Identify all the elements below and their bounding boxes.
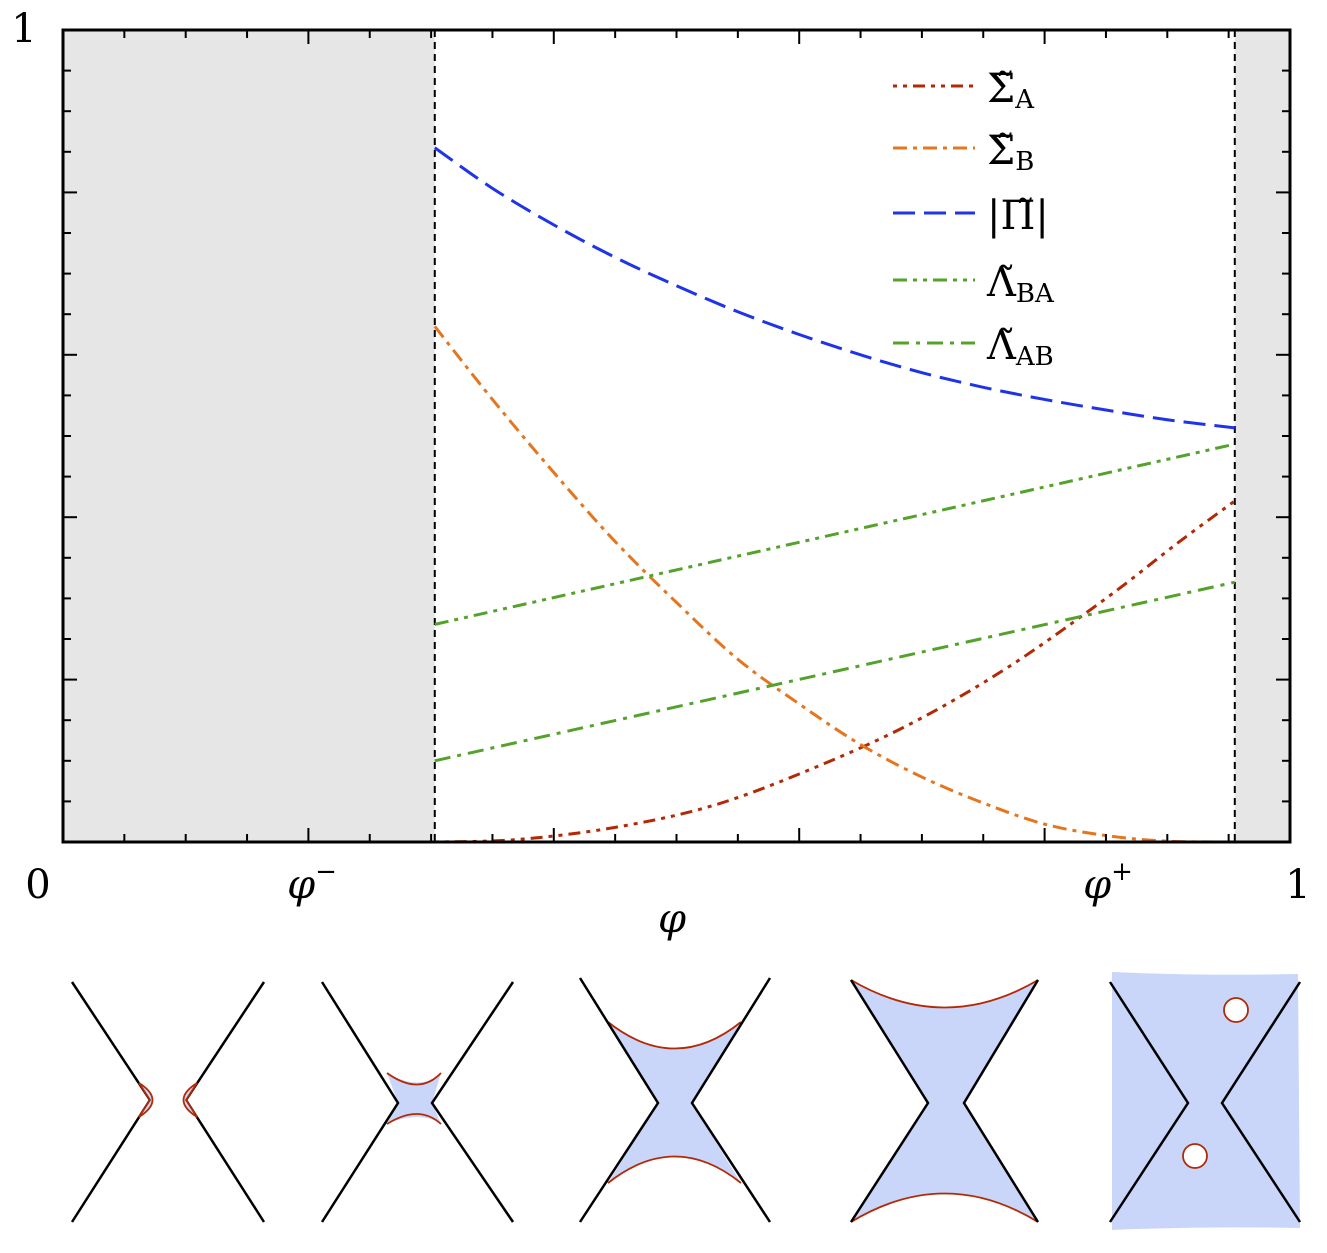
legend-label-pi: |Π̃|	[987, 193, 1049, 239]
legend-entry-lambda-ab: Λ̃AB	[893, 323, 1054, 372]
x-axis-label: φ	[658, 896, 686, 942]
line-chart: 1 0 φ− φ+ 1 φ Σ̃A Σ̃B |Π̃| Λ̃BA	[11, 6, 1310, 942]
series-line-lambdaAB	[434, 580, 1236, 763]
wetting-schematics	[70, 972, 1302, 1230]
phase-boundary-lines	[433, 30, 1236, 842]
schematic-3-right-wall	[690, 977, 772, 1223]
legend-entry-pi: |Π̃|	[893, 193, 1049, 239]
schematic-1-left-droplet	[138, 1082, 154, 1118]
schematic-4-top-meniscus	[850, 979, 1039, 1009]
schematic-3-liquid	[608, 1022, 741, 1183]
schematic-1	[70, 981, 266, 1223]
schematic-2-right-wall	[430, 981, 515, 1223]
schematic-3-bottom-meniscus	[607, 1155, 742, 1184]
schematic-2-left-wall	[320, 981, 400, 1223]
schematic-4-right-wall	[962, 979, 1040, 1223]
series-line-sigmaA	[434, 499, 1236, 842]
schematic-4	[849, 979, 1040, 1223]
schematic-5-liquid	[1112, 972, 1300, 1230]
legend-label-lambda-ba: Λ̃BA	[986, 260, 1055, 309]
schematic-3	[578, 977, 772, 1223]
series-lines	[433, 146, 1236, 842]
tick-marks	[63, 30, 1290, 842]
legend-entry-sigma-a: Σ̃A	[893, 66, 1035, 115]
legend-label-sigma-a: Σ̃A	[987, 66, 1035, 115]
schematic-2-bottom-meniscus	[386, 1113, 442, 1125]
schematic-4-left-wall	[849, 979, 930, 1223]
series-line-sigmaB	[433, 325, 1235, 842]
shaded-region-1	[1234, 30, 1290, 842]
x-tick-label-phi-minus: φ−	[287, 857, 337, 908]
schematic-5	[1108, 972, 1302, 1230]
schematic-1-right-droplet	[182, 1082, 198, 1118]
schematic-2-liquid	[387, 1073, 441, 1124]
series-line-lambdaBA	[434, 442, 1236, 626]
legend-label-lambda-ab: Λ̃AB	[986, 323, 1054, 372]
y-tick-label-1: 1	[11, 6, 36, 52]
schematic-5-upper-bubble	[1223, 997, 1249, 1023]
schematic-2	[320, 981, 515, 1223]
shaded-regions	[63, 30, 1290, 842]
schematic-1-right-wall	[184, 981, 266, 1223]
legend: Σ̃A Σ̃B |Π̃| Λ̃BA Λ̃AB	[893, 66, 1055, 372]
schematic-5-right-wall	[1220, 981, 1302, 1223]
schematic-4-liquid	[851, 980, 1038, 1222]
legend-entry-sigma-b: Σ̃B	[893, 128, 1034, 177]
schematic-3-top-meniscus	[607, 1021, 742, 1050]
series-line-pi	[433, 146, 1235, 430]
legend-label-sigma-b: Σ̃B	[987, 128, 1034, 177]
shaded-region-0	[63, 30, 435, 842]
x-tick-label-0: 0	[25, 862, 50, 908]
legend-entry-lambda-ba: Λ̃BA	[893, 260, 1055, 309]
schematic-1-left-wall	[70, 981, 152, 1223]
x-tick-label-phi-plus: φ+	[1083, 857, 1133, 908]
schematic-4-bottom-meniscus	[850, 1192, 1039, 1223]
schematic-3-left-wall	[578, 977, 660, 1223]
schematic-2-top-meniscus	[386, 1072, 442, 1086]
x-tick-label-1: 1	[1285, 862, 1310, 908]
schematic-5-lower-bubble	[1182, 1143, 1208, 1169]
schematic-5-left-wall	[1108, 981, 1190, 1223]
